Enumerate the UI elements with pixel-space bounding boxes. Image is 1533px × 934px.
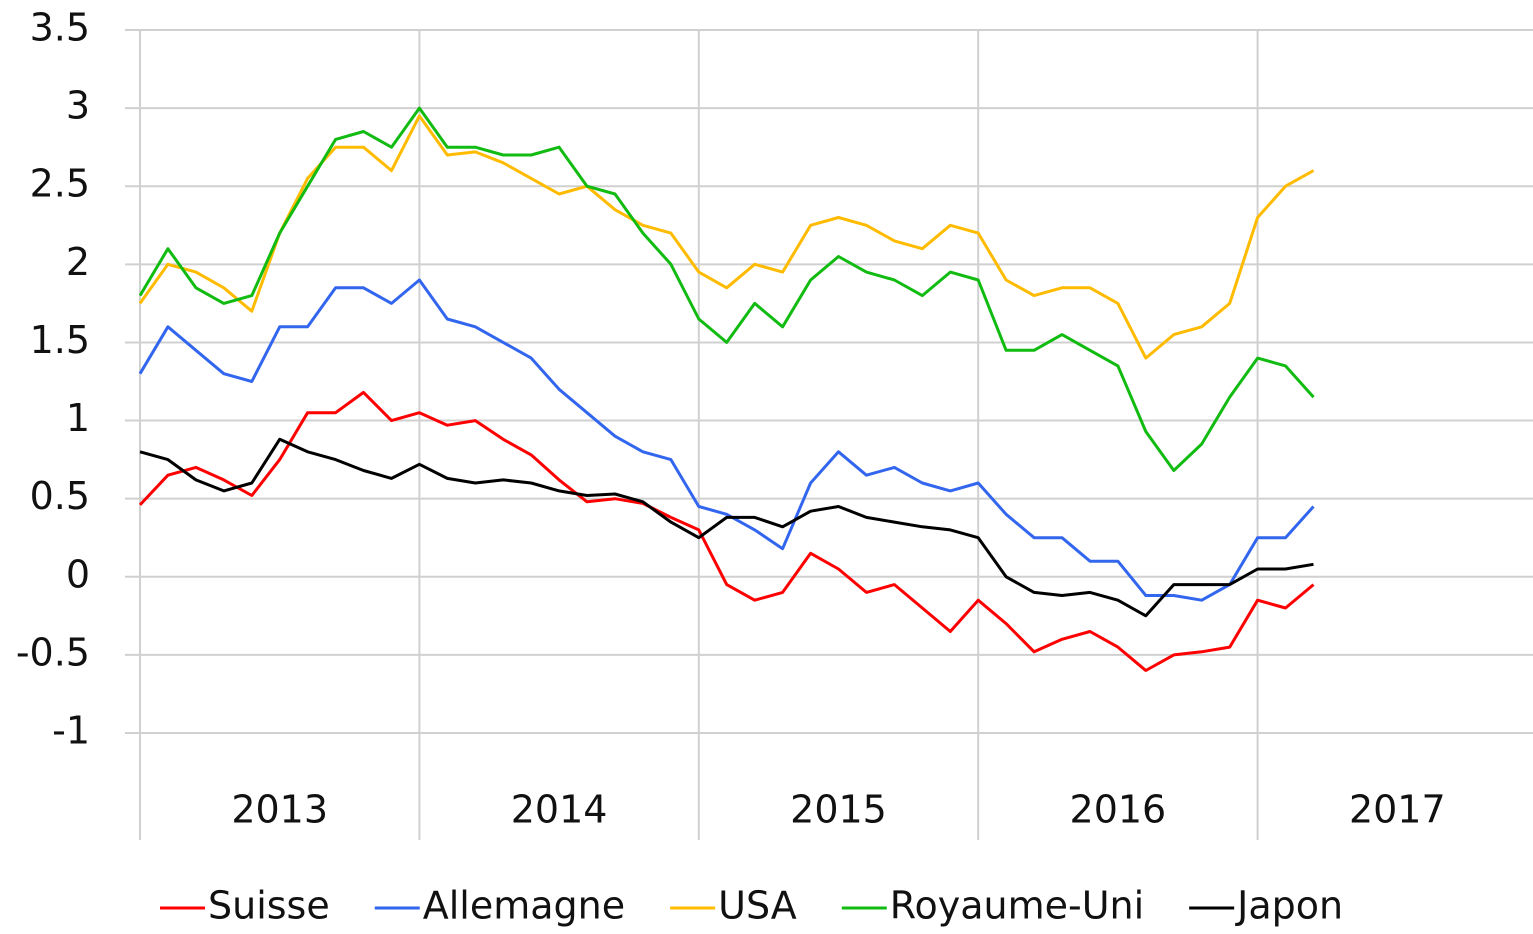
x-tick-label: 2014 [511,788,608,832]
x-tick-label: 2016 [1070,788,1167,832]
legend-label: Allemagne [423,884,625,928]
y-tick-label: 2.5 [30,162,90,206]
y-tick-label: 1 [66,396,90,440]
series-line [138,114,1315,360]
series-line [139,437,1314,618]
series-line [138,278,1315,602]
x-tick-label: 2017 [1349,788,1446,832]
y-tick-label: -0.5 [16,630,90,674]
series-line [138,390,1315,672]
legend-label: Suisse [208,884,330,928]
legend-label: USA [718,884,797,928]
series-line [138,106,1315,472]
x-tick-label: 2015 [790,788,887,832]
y-tick-label: 3 [66,84,90,128]
x-tick-label: 2013 [231,788,328,832]
y-tick-label: -1 [52,709,90,753]
legend-label: Royaume-Uni [890,884,1144,928]
y-tick-label: 3.5 [30,6,90,50]
y-tick-label: 1.5 [30,318,90,362]
y-tick-label: 0 [66,552,90,596]
y-tick-label: 2 [66,240,90,284]
y-tick-label: 0.5 [30,474,90,518]
legend-label: Japon [1235,884,1343,928]
